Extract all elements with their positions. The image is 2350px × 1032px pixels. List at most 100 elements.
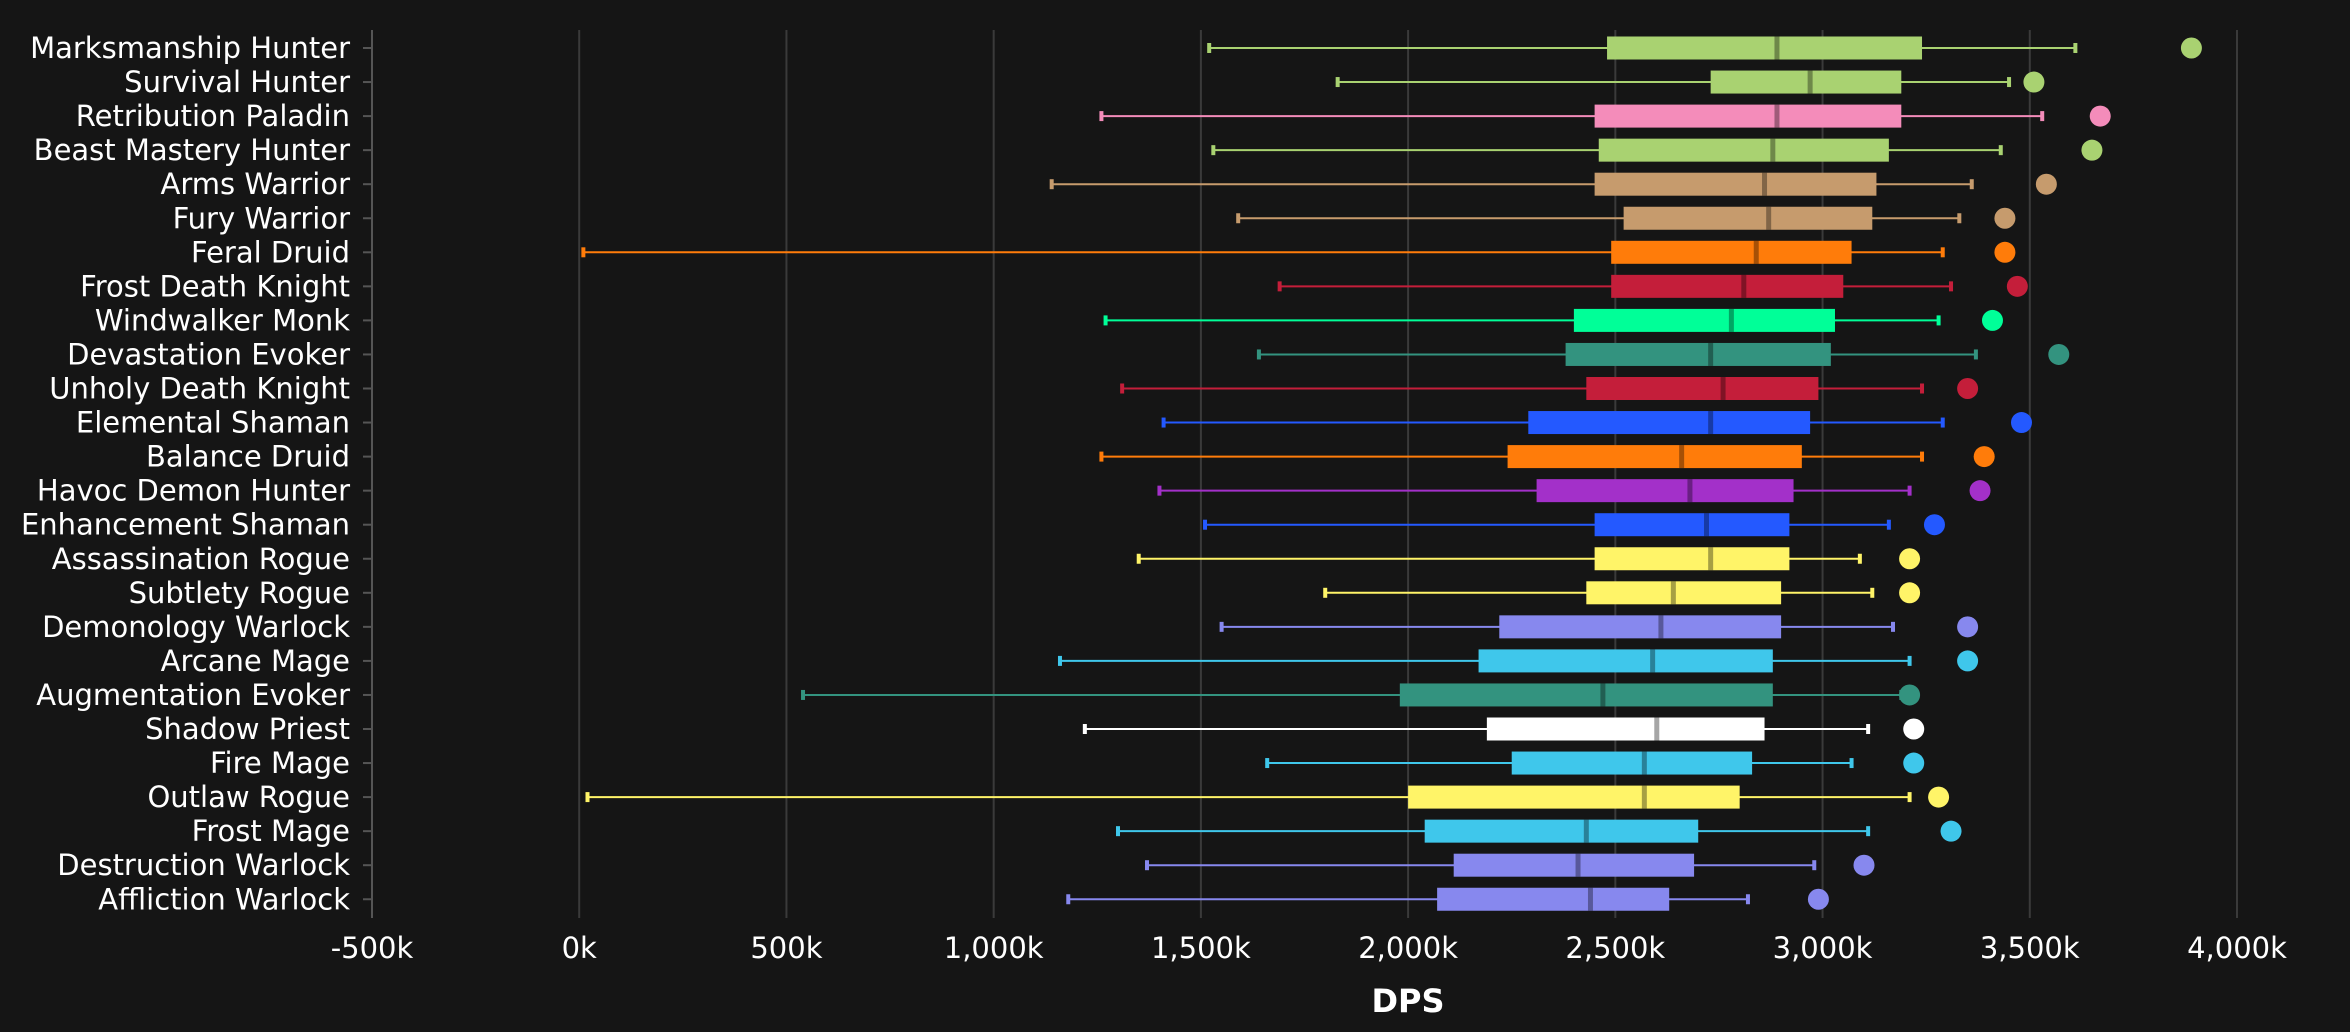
category-label: Feral Druid xyxy=(191,235,350,269)
category-label: Beast Mastery Hunter xyxy=(34,133,350,167)
box-row xyxy=(1103,308,2003,332)
x-tick-label: 2,000k xyxy=(1358,931,1458,965)
box-row xyxy=(1203,513,1945,537)
box-row xyxy=(1157,479,1991,503)
box-row xyxy=(1161,411,2032,435)
category-label: Fury Warrior xyxy=(173,201,351,235)
outlier-point xyxy=(2081,139,2103,161)
outlier-point xyxy=(1957,616,1979,638)
iqr-box xyxy=(1586,377,1819,400)
outlier-point xyxy=(1928,786,1950,808)
category-label: Destruction Warlock xyxy=(57,848,350,882)
box-row xyxy=(1099,104,2111,128)
outlier-point xyxy=(1923,514,1945,536)
outlier-point xyxy=(1899,548,1921,570)
box-row xyxy=(1211,138,2103,162)
box-row xyxy=(1116,819,1962,843)
box-row xyxy=(1057,649,1979,673)
category-label: Enhancement Shaman xyxy=(21,508,350,542)
box-row xyxy=(1335,70,2045,94)
box-row xyxy=(801,683,1921,707)
iqr-box xyxy=(1594,172,1877,196)
outlier-point xyxy=(2048,343,2070,365)
category-label: Frost Death Knight xyxy=(80,269,350,303)
x-tick-label: 3,500k xyxy=(1980,931,2080,965)
iqr-box xyxy=(1611,274,1844,298)
gridlines xyxy=(371,30,2238,918)
outlier-point xyxy=(1957,650,1979,672)
iqr-box xyxy=(1536,479,1794,503)
category-label: Augmentation Evoker xyxy=(36,678,350,712)
box-row xyxy=(1256,342,2070,366)
iqr-box xyxy=(1594,513,1790,537)
box-row xyxy=(1236,206,2016,230)
iqr-box xyxy=(1607,36,1923,60)
box-row xyxy=(1277,274,2028,298)
outlier-point xyxy=(1940,820,1962,842)
box-row xyxy=(1219,615,1979,639)
box-row xyxy=(1136,547,1921,571)
category-label: Shadow Priest xyxy=(145,712,350,746)
box-row xyxy=(1082,717,1925,741)
box-row xyxy=(1049,172,2057,196)
iqr-box xyxy=(1565,342,1831,366)
category-label: Elemental Shaman xyxy=(76,406,350,440)
box-row xyxy=(1066,887,1829,911)
outlier-point xyxy=(2023,71,2045,93)
box-row xyxy=(1145,853,1875,877)
box-series xyxy=(581,36,2202,911)
category-label: Devastation Evoker xyxy=(67,337,350,371)
category-label: Frost Mage xyxy=(192,814,350,848)
x-axis-title: DPS xyxy=(1371,982,1444,1020)
category-label: Unholy Death Knight xyxy=(49,372,350,406)
category-label: Balance Druid xyxy=(146,440,350,474)
iqr-box xyxy=(1507,445,1802,469)
iqr-box xyxy=(1437,887,1670,911)
x-tick-label: 2,500k xyxy=(1565,931,1665,965)
category-label: Demonology Warlock xyxy=(42,610,350,644)
box-row xyxy=(1099,445,1995,469)
category-label: Arms Warrior xyxy=(161,167,351,201)
box-row xyxy=(585,785,1950,809)
iqr-box xyxy=(1424,819,1699,843)
category-label: Havoc Demon Hunter xyxy=(37,474,350,508)
outlier-point xyxy=(1973,446,1995,468)
x-tick-label: -500k xyxy=(331,931,414,965)
box-row xyxy=(1265,751,1925,775)
iqr-box xyxy=(1598,138,1889,162)
iqr-box xyxy=(1623,206,1873,230)
outlier-point xyxy=(1969,480,1991,502)
box-row xyxy=(581,240,2016,264)
outlier-point xyxy=(2180,37,2202,59)
outlier-point xyxy=(1957,378,1979,399)
outlier-point xyxy=(1994,207,2016,229)
x-tick-label: 500k xyxy=(750,931,822,965)
outlier-point xyxy=(1899,582,1921,604)
outlier-point xyxy=(1899,684,1921,706)
axes: -500k 0k 500k 1,000k 1,500k 2,000k 2,500k 3,000… xyxy=(331,30,2287,965)
iqr-box xyxy=(1499,615,1782,639)
iqr-box xyxy=(1453,853,1695,877)
x-tick-label: 3,000k xyxy=(1773,931,1873,965)
category-label: Windwalker Monk xyxy=(95,303,350,337)
iqr-box xyxy=(1594,547,1790,571)
box-row xyxy=(1120,377,1979,400)
category-label: Retribution Paladin xyxy=(76,99,350,133)
x-tick-label: 1,500k xyxy=(1151,931,1251,965)
outlier-point xyxy=(1994,241,2016,263)
category-label: Outlaw Rogue xyxy=(147,780,350,814)
iqr-box xyxy=(1478,649,1773,673)
outlier-point xyxy=(1903,752,1925,774)
category-label: Survival Hunter xyxy=(124,65,350,99)
outlier-point xyxy=(1853,854,1875,876)
iqr-box xyxy=(1408,785,1740,809)
iqr-box xyxy=(1594,104,1902,128)
outlier-point xyxy=(2035,173,2057,195)
iqr-box xyxy=(1710,70,1902,94)
category-label: Subtlety Rogue xyxy=(129,576,350,610)
iqr-box xyxy=(1399,683,1773,707)
category-label: Marksmanship Hunter xyxy=(30,31,350,65)
